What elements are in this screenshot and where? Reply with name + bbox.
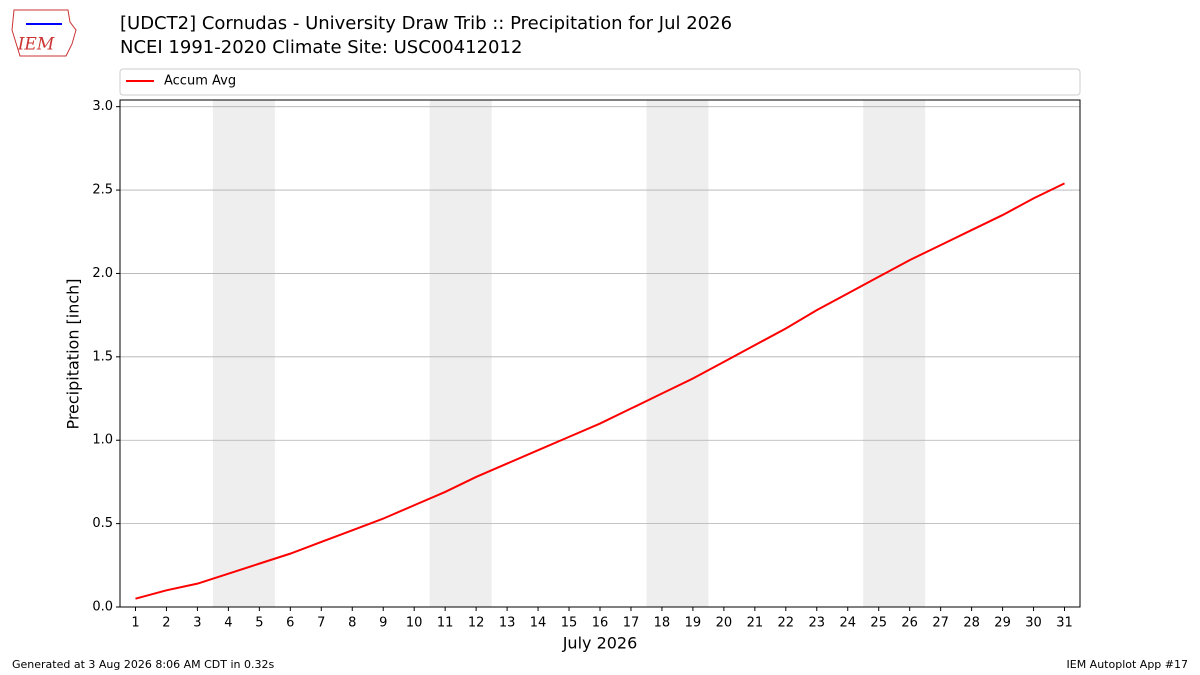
x-tick-label: 20 xyxy=(716,616,733,631)
logo-outline xyxy=(11,9,77,57)
x-tick-label: 29 xyxy=(994,616,1011,631)
x-tick-label: 1 xyxy=(131,616,139,631)
x-tick-label: 15 xyxy=(561,616,578,631)
logo: IEM xyxy=(11,9,77,57)
x-tick-label: 12 xyxy=(468,616,485,631)
y-tick-label: 0.5 xyxy=(92,516,113,531)
x-tick-label: 3 xyxy=(193,616,201,631)
y-tick-label: 2.0 xyxy=(92,266,113,281)
x-tick-label: 21 xyxy=(747,616,764,631)
x-tick-label: 8 xyxy=(348,616,356,631)
y-tick-label: 3.0 xyxy=(92,99,113,114)
x-tick-label: 27 xyxy=(932,616,949,631)
legend-box xyxy=(119,68,1081,96)
x-tick-label: 17 xyxy=(623,616,640,631)
x-tick-label: 13 xyxy=(499,616,516,631)
y-tick-label: 0.0 xyxy=(92,600,113,615)
x-tick-label: 14 xyxy=(530,616,547,631)
x-tick-label: 16 xyxy=(592,616,609,631)
y-tick-label: 2.5 xyxy=(92,183,113,198)
x-tick-label: 10 xyxy=(406,616,423,631)
weekend-band xyxy=(212,100,275,607)
x-tick-label: 2 xyxy=(162,616,170,631)
x-tick-label: 26 xyxy=(901,616,918,631)
data-line xyxy=(135,182,1065,600)
y-tick-label: 1.0 xyxy=(92,433,113,448)
x-tick-label: 24 xyxy=(839,616,856,631)
x-tick-label: 23 xyxy=(809,616,826,631)
legend-label: Accum Avg xyxy=(164,74,236,89)
chart-title: [UDCT2] Cornudas - University Draw Trib … xyxy=(120,13,732,34)
x-axis-label: July 2026 xyxy=(562,634,638,653)
x-tick-label: 19 xyxy=(685,616,702,631)
y-tick-label: 1.5 xyxy=(92,349,113,364)
footer-right: IEM Autoplot App #17 xyxy=(1067,658,1189,671)
y-axis-label: Precipitation [inch] xyxy=(64,278,83,429)
logo-text: IEM xyxy=(17,35,55,55)
weekend-band xyxy=(429,100,492,607)
chart-subtitle: NCEI 1991-2020 Climate Site: USC00412012 xyxy=(120,37,522,58)
plot-frame xyxy=(119,99,1081,608)
x-tick-label: 28 xyxy=(963,616,980,631)
weekend-band xyxy=(863,100,926,607)
footer-left: Generated at 3 Aug 2026 8:06 AM CDT in 0… xyxy=(12,658,274,671)
weekend-band xyxy=(646,100,709,607)
x-tick-label: 30 xyxy=(1025,616,1042,631)
x-tick-label: 11 xyxy=(437,616,454,631)
x-tick-label: 31 xyxy=(1056,616,1073,631)
x-tick-label: 9 xyxy=(379,616,387,631)
x-tick-label: 5 xyxy=(255,616,263,631)
x-tick-label: 22 xyxy=(778,616,795,631)
x-tick-label: 7 xyxy=(317,616,325,631)
x-tick-label: 18 xyxy=(654,616,671,631)
x-tick-label: 6 xyxy=(286,616,294,631)
x-tick-label: 25 xyxy=(870,616,887,631)
x-tick-label: 4 xyxy=(224,616,232,631)
